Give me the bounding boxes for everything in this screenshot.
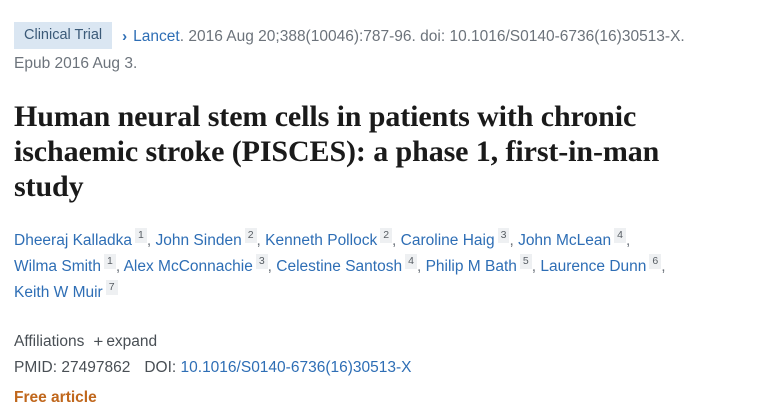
- author-link[interactable]: Wilma Smith: [14, 258, 101, 275]
- doi-label: DOI:: [144, 359, 177, 376]
- author-affiliation-marker[interactable]: 2: [244, 228, 257, 243]
- author-link[interactable]: Caroline Haig: [400, 232, 495, 249]
- identifiers-row: PMID: 27497862 DOI: 10.1016/S0140-6736(16…: [14, 355, 754, 381]
- author-affiliation-marker[interactable]: 6: [649, 254, 662, 269]
- meta-block: Affiliations + expand PMID: 27497862 DOI: 1…: [14, 329, 754, 411]
- affiliations-row: Affiliations + expand: [14, 329, 754, 355]
- author-link[interactable]: John Sinden: [155, 232, 242, 249]
- free-article-badge: Free article: [14, 389, 97, 406]
- author-link[interactable]: Philip M Bath: [425, 258, 517, 275]
- author-affiliation-marker[interactable]: 4: [405, 254, 417, 269]
- author-link[interactable]: Laurence Dunn: [540, 258, 647, 275]
- doi-link[interactable]: 10.1016/S0140-6736(16)30513-X: [180, 359, 412, 376]
- citation-details: . 2016 Aug 20;388(10046):787-96. doi: 10…: [179, 28, 685, 45]
- chevron-right-icon: ›: [122, 28, 128, 45]
- author-separator: ,: [256, 232, 266, 249]
- author-separator: ,: [267, 258, 277, 275]
- affiliations-label: Affiliations: [14, 333, 85, 350]
- epub-line: Epub 2016 Aug 3.: [14, 55, 138, 72]
- author-link[interactable]: Dheeraj Kalladka: [14, 232, 133, 249]
- author-separator: ,: [531, 258, 541, 275]
- author-link[interactable]: Kenneth Pollock: [265, 232, 378, 249]
- author-separator: ,: [661, 258, 666, 275]
- expand-affiliations-button[interactable]: + expand: [93, 332, 157, 352]
- author-affiliation-marker[interactable]: 7: [105, 280, 118, 295]
- author-affiliation-marker[interactable]: 1: [103, 254, 116, 269]
- author-separator: ,: [416, 258, 426, 275]
- author-affiliation-marker[interactable]: 3: [497, 228, 510, 243]
- author-link[interactable]: Keith W Muir: [14, 284, 103, 301]
- author-affiliation-marker[interactable]: 3: [255, 254, 268, 269]
- author-separator: ,: [625, 232, 631, 249]
- author-link[interactable]: John McLean: [518, 232, 612, 249]
- author-separator: ,: [509, 232, 519, 249]
- author-list: Dheeraj Kalladka 1, John Sinden 2, Kenneth…: [14, 228, 714, 306]
- expand-label: expand: [106, 333, 158, 350]
- author-separator: ,: [115, 258, 124, 275]
- author-separator: ,: [392, 232, 401, 249]
- pmid-value: PMID: 27497862: [14, 359, 131, 376]
- author-link[interactable]: Alex McConnachie: [123, 258, 253, 275]
- author-affiliation-marker[interactable]: 1: [135, 228, 147, 243]
- publication-type-badge[interactable]: Clinical Trial: [14, 22, 113, 49]
- author-affiliation-marker[interactable]: 4: [614, 228, 626, 243]
- author-affiliation-marker[interactable]: 2: [380, 228, 393, 243]
- journal-link[interactable]: Lancet: [133, 28, 180, 45]
- author-link[interactable]: Celestine Santosh: [276, 258, 403, 275]
- author-affiliation-marker[interactable]: 5: [519, 254, 532, 269]
- author-separator: ,: [146, 232, 156, 249]
- citation-block: Clinical Trial › Lancet. 2016 Aug 20;388(1…: [14, 22, 754, 50]
- plus-icon: +: [93, 332, 104, 351]
- page-title: Human neural stem cells in patients with…: [14, 100, 660, 203]
